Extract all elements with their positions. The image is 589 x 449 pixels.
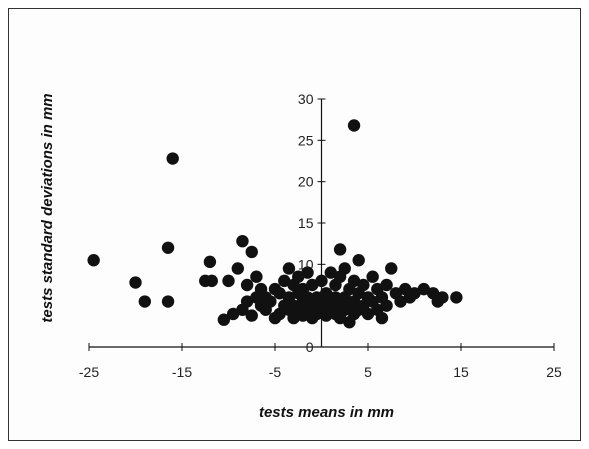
- data-point: [417, 282, 430, 296]
- data-point: [324, 266, 337, 279]
- data-point: [315, 274, 328, 288]
- data-point: [240, 278, 254, 292]
- data-point: [347, 119, 361, 132]
- data-point: [292, 270, 305, 283]
- data-point: [380, 278, 393, 292]
- data-point: [236, 234, 249, 248]
- data-points: [87, 119, 463, 329]
- x-tick-label: -25: [79, 364, 99, 380]
- x-axis-label: tests means in mm: [259, 404, 394, 421]
- data-point: [205, 274, 218, 288]
- y-tick-label: 0: [306, 339, 314, 355]
- data-point: [161, 295, 175, 308]
- data-point: [450, 291, 463, 304]
- data-point: [273, 287, 286, 300]
- data-point: [245, 309, 258, 322]
- data-point: [226, 307, 240, 321]
- data-point: [129, 276, 142, 289]
- data-point: [222, 274, 235, 288]
- data-point: [87, 254, 100, 267]
- y-tick-label: 30: [298, 91, 314, 107]
- y-axis-label: tests standard deviations in mm: [39, 93, 56, 322]
- data-point: [138, 295, 151, 308]
- y-tick-label: 15: [298, 215, 314, 231]
- data-point: [385, 262, 398, 275]
- y-tick-label: 25: [298, 132, 314, 148]
- data-point: [375, 311, 389, 325]
- data-point: [357, 278, 370, 292]
- data-point: [282, 262, 296, 275]
- data-point: [338, 262, 351, 275]
- data-point: [301, 266, 314, 279]
- data-point: [333, 243, 347, 256]
- data-point: [306, 278, 319, 292]
- data-point: [203, 255, 217, 269]
- data-point: [264, 295, 277, 308]
- x-tick-label: 5: [364, 364, 372, 380]
- data-point: [394, 295, 407, 308]
- data-point: [361, 307, 375, 321]
- data-point: [250, 270, 263, 283]
- data-point: [161, 241, 175, 254]
- data-point: [231, 262, 244, 275]
- data-point: [278, 274, 291, 288]
- data-point: [380, 299, 393, 312]
- y-tick-label: 20: [298, 174, 314, 190]
- data-point: [245, 245, 258, 259]
- x-tick-label: 25: [546, 364, 562, 380]
- x-tick-label: -15: [172, 364, 192, 380]
- x-axis-ticks: -25 -15 -5 5 15 25: [79, 343, 562, 380]
- data-point: [352, 254, 365, 267]
- data-point: [408, 287, 421, 300]
- data-point: [217, 313, 231, 326]
- data-point: [366, 270, 379, 283]
- x-tick-label: 15: [453, 364, 469, 380]
- data-point: [240, 295, 254, 308]
- data-point: [436, 291, 449, 304]
- data-point: [166, 152, 179, 165]
- data-point: [347, 274, 361, 288]
- x-tick-label: -5: [269, 364, 282, 380]
